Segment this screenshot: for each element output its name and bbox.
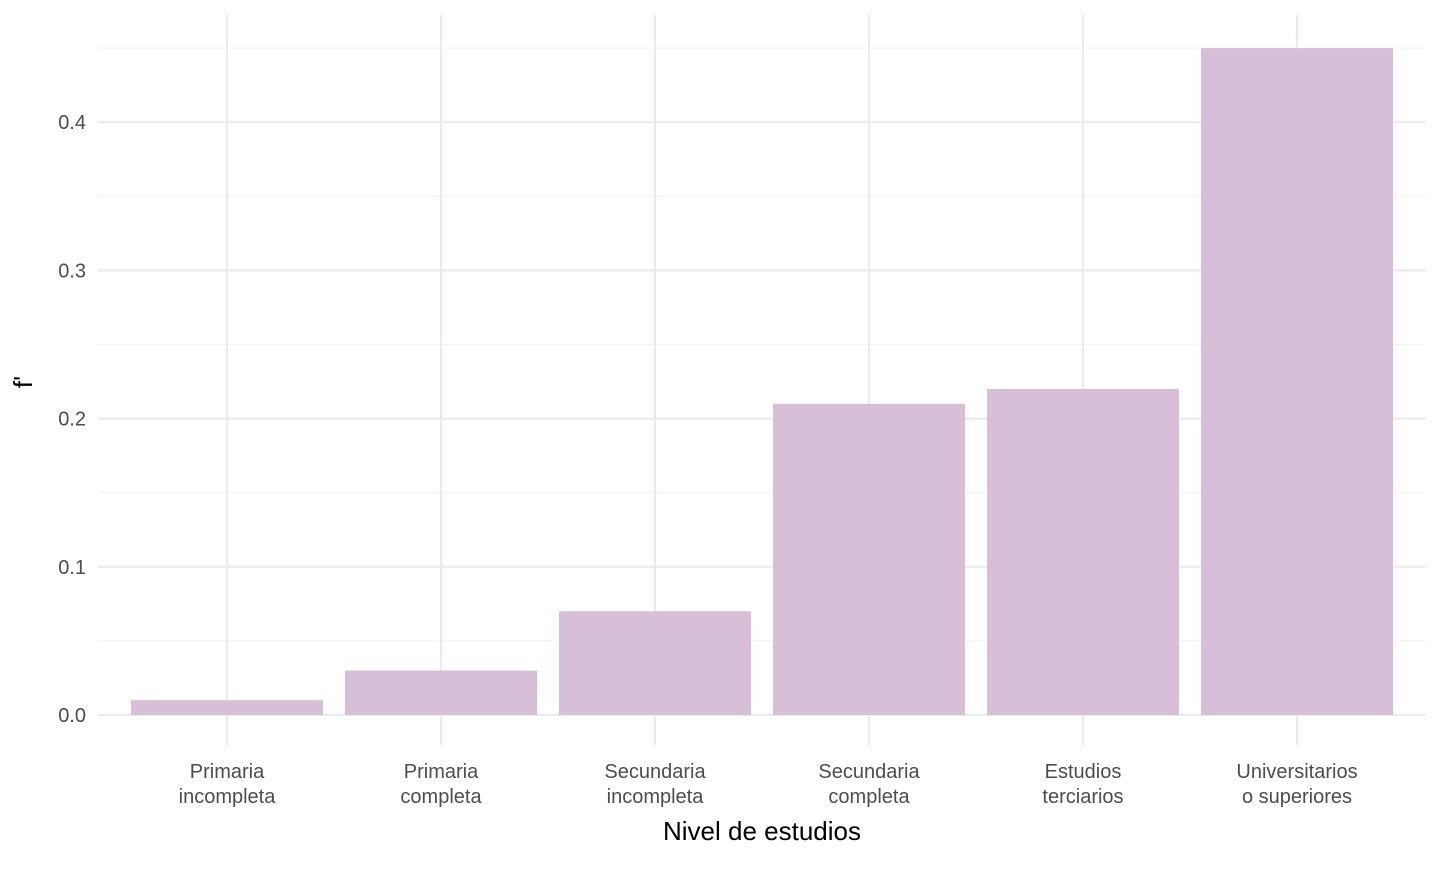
x-tick-label: Secundaria incompleta bbox=[604, 761, 706, 808]
y-axis-title: f' bbox=[8, 376, 38, 388]
bar bbox=[559, 611, 751, 715]
x-tick-label: Secundaria completa bbox=[818, 761, 920, 808]
x-tick-label: Estudios terciarios bbox=[1042, 761, 1123, 808]
bar bbox=[345, 670, 537, 715]
y-tick-label: 0.2 bbox=[58, 409, 86, 431]
x-tick-label: Primaria incompleta bbox=[179, 761, 277, 808]
y-axis-ticks: 0.0 0.1 0.2 0.3 0.4 bbox=[58, 112, 86, 727]
x-tick-label: Universitarios o superiores bbox=[1236, 761, 1357, 808]
y-tick-label: 0.4 bbox=[58, 112, 86, 134]
bar bbox=[131, 700, 323, 715]
bars bbox=[131, 48, 1393, 716]
y-tick-label: 0.3 bbox=[58, 260, 86, 282]
bar bbox=[773, 403, 965, 715]
bar bbox=[987, 388, 1179, 715]
bar bbox=[1201, 48, 1393, 716]
y-tick-label: 0.1 bbox=[58, 557, 86, 579]
y-tick-label: 0.0 bbox=[58, 705, 86, 727]
x-axis-title: Nivel de estudios bbox=[663, 816, 861, 846]
x-axis-ticks: Primaria incompleta Primaria completa Secund… bbox=[179, 761, 1358, 808]
x-tick-label: Primaria completa bbox=[400, 761, 482, 808]
